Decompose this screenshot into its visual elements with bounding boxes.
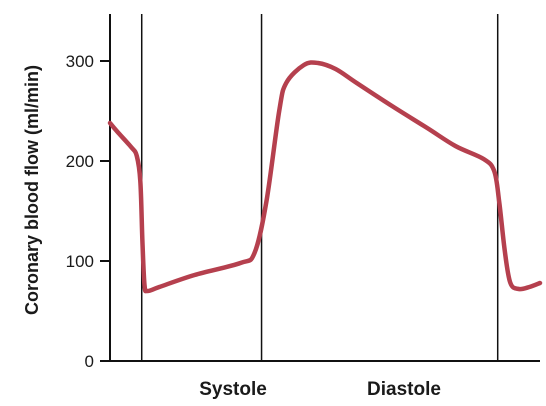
y-axis-label: Coronary blood flow (ml/min) xyxy=(22,65,42,315)
series-line-coronary-flow xyxy=(107,60,543,294)
axes xyxy=(109,14,540,362)
y-tick-label: 200 xyxy=(66,152,94,171)
phase-label-systole: Systole xyxy=(199,379,267,400)
phase-label-diastole: Diastole xyxy=(367,379,441,400)
y-tick-label: 300 xyxy=(66,52,94,71)
y-tick-label: 100 xyxy=(66,252,94,271)
y-tick-label: 0 xyxy=(85,352,94,371)
y-ticks: 0 100 200 300 xyxy=(66,52,110,371)
phase-dividers xyxy=(140,14,499,361)
y-axis-title: Coronary blood flow (ml/min) xyxy=(22,65,42,315)
series xyxy=(107,60,543,294)
phase-labels: Systole Diastole xyxy=(199,379,441,400)
